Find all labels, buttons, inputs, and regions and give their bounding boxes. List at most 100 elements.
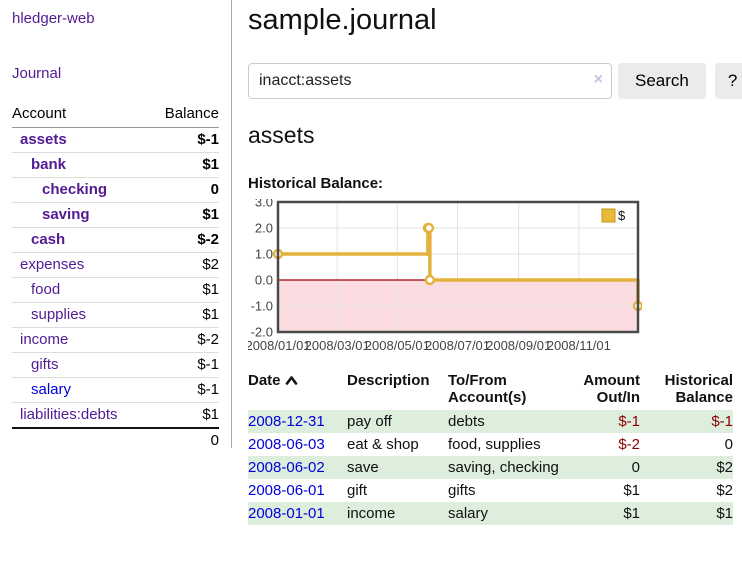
search-button[interactable]: Search: [618, 63, 706, 99]
register-header-row: Date Description To/From Account(s) Amou…: [248, 370, 733, 410]
account-link-food[interactable]: food: [31, 281, 61, 298]
register-header-date[interactable]: Date: [248, 370, 347, 410]
chart-title: Historical Balance:: [248, 175, 384, 192]
search-form: × Search ?: [248, 63, 742, 99]
register-header-accounts: To/From Account(s): [448, 372, 527, 406]
data-point-marker: [424, 274, 436, 286]
transaction-date-link[interactable]: 2008-06-01: [248, 482, 325, 499]
svg-text:-2.0: -2.0: [251, 325, 273, 340]
transaction-accounts: debts: [448, 413, 485, 430]
transaction-balance: $-1: [711, 413, 733, 430]
transaction-amount: $1: [623, 505, 640, 522]
svg-text:2008/07/01: 2008/07/01: [425, 338, 490, 353]
transaction-balance: 0: [724, 436, 733, 453]
account-link-income[interactable]: income: [20, 331, 69, 348]
account-balance: $-2: [148, 227, 219, 253]
account-link-cash[interactable]: cash: [31, 231, 66, 248]
accounts-total-value: 0: [148, 427, 219, 453]
account-link-bank[interactable]: bank: [31, 156, 67, 173]
account-link-saving[interactable]: saving: [42, 206, 90, 223]
accounts-header-account: Account: [12, 103, 149, 128]
account-link-supplies[interactable]: supplies: [31, 306, 87, 323]
svg-text:3.0: 3.0: [255, 199, 273, 210]
accounts-header-balance: Balance: [148, 103, 219, 128]
historical-balance-chart[interactable]: $3.0 2.0 1.0 0.0 -1.0 -2.0 2008/01/01 2008/03/0…: [245, 195, 742, 360]
svg-text:2008/05/01: 2008/05/01: [365, 338, 430, 353]
account-balance: $1: [148, 402, 219, 428]
account-row: liabilities:debts $1: [12, 402, 219, 428]
transaction-date-link[interactable]: 2008-06-02: [248, 459, 325, 476]
account-row: saving $1: [12, 202, 219, 228]
account-balance: $1: [148, 202, 219, 228]
register-header-description: Description: [347, 372, 430, 389]
account-row: assets $-1: [12, 128, 219, 153]
main-content: sample.journal × Search ? assets Histori…: [232, 0, 742, 582]
transaction-description: eat & shop: [347, 436, 419, 453]
accounts-header-row: Account Balance: [12, 103, 219, 128]
app-brand: hledger-web: [12, 10, 219, 27]
svg-text:2008/11/01: 2008/11/01: [547, 338, 611, 353]
account-row: checking 0: [12, 177, 219, 203]
account-row: bank $1: [12, 152, 219, 178]
account-heading: assets: [248, 122, 315, 148]
transaction-amount: 0: [631, 459, 640, 476]
search-help-button[interactable]: ?: [714, 63, 742, 99]
sidebar-item-journal[interactable]: Journal: [12, 65, 62, 82]
data-point-marker: [423, 222, 435, 234]
transaction-balance: $1: [716, 505, 733, 522]
transaction-amount: $-2: [618, 436, 640, 453]
account-link-liabilities-debts[interactable]: liabilities:debts: [20, 406, 118, 423]
account-link-gifts[interactable]: gifts: [31, 356, 59, 373]
search-input[interactable]: [248, 63, 612, 99]
account-balance: $-1: [197, 131, 219, 148]
account-row: food $1: [12, 277, 219, 303]
register-row: 2008-06-03 eat & shop food, supplies $-2…: [248, 433, 733, 456]
account-link-assets[interactable]: assets: [20, 131, 67, 148]
transaction-date-link[interactable]: 2008-06-03: [248, 436, 325, 453]
legend-label: $: [618, 208, 626, 223]
clear-search-icon[interactable]: ×: [593, 71, 603, 88]
app-title-link[interactable]: hledger-web: [12, 10, 95, 27]
transaction-description: pay off: [347, 413, 392, 430]
account-row: gifts $-1: [12, 352, 219, 378]
register-row: 2008-06-02 save saving, checking 0 $2: [248, 456, 733, 479]
svg-text:2008/03/01: 2008/03/01: [305, 338, 370, 353]
register-row: 2008-06-01 gift gifts $1 $2: [248, 479, 733, 502]
transaction-accounts: saving, checking: [448, 459, 559, 476]
account-row: cash $-2: [12, 227, 219, 253]
svg-text:2.0: 2.0: [255, 221, 273, 236]
transaction-date-link[interactable]: 2008-01-01: [248, 505, 325, 522]
register-table: Date Description To/From Account(s) Amou…: [248, 370, 733, 525]
transaction-accounts: gifts: [448, 482, 476, 499]
svg-text:2008/01/01: 2008/01/01: [248, 338, 311, 353]
account-balance: $1: [148, 302, 219, 328]
account-balance: $1: [148, 152, 219, 178]
transaction-accounts: salary: [448, 505, 489, 522]
accounts-table: Account Balance assets $-1 bank $1 check…: [12, 103, 219, 453]
transaction-balance: $2: [716, 459, 733, 476]
account-link-salary[interactable]: salary: [31, 381, 72, 398]
register-row: 2008-12-31 pay off debts $-1 $-1: [248, 410, 733, 433]
transaction-date-link[interactable]: 2008-12-31: [248, 413, 325, 430]
plot-border: [276, 200, 640, 334]
account-row: salary $-1: [12, 377, 219, 403]
svg-text:2008/09/01: 2008/09/01: [486, 338, 551, 353]
sort-ascending-icon: [285, 372, 298, 389]
account-balance: 0: [148, 177, 219, 203]
register-row: 2008-01-01 income salary $1 $1: [248, 502, 733, 525]
account-balance: $2: [148, 252, 219, 278]
register-header-balance: Historical Balance: [664, 372, 733, 406]
sidebar: hledger-web Journal Account Balance asse…: [0, 0, 232, 453]
account-link-expenses[interactable]: expenses: [20, 256, 85, 273]
transaction-description: income: [347, 505, 396, 522]
accounts-total-row: 0: [12, 427, 219, 453]
transaction-balance: $2: [716, 482, 733, 499]
account-balance: $1: [148, 277, 219, 303]
account-balance: $-2: [148, 327, 219, 353]
page-title: sample.journal: [248, 4, 437, 36]
transaction-description: save: [347, 459, 379, 476]
account-link-checking[interactable]: checking: [42, 181, 108, 198]
svg-text:-1.0: -1.0: [251, 299, 273, 314]
transaction-accounts: food, supplies: [448, 436, 541, 453]
